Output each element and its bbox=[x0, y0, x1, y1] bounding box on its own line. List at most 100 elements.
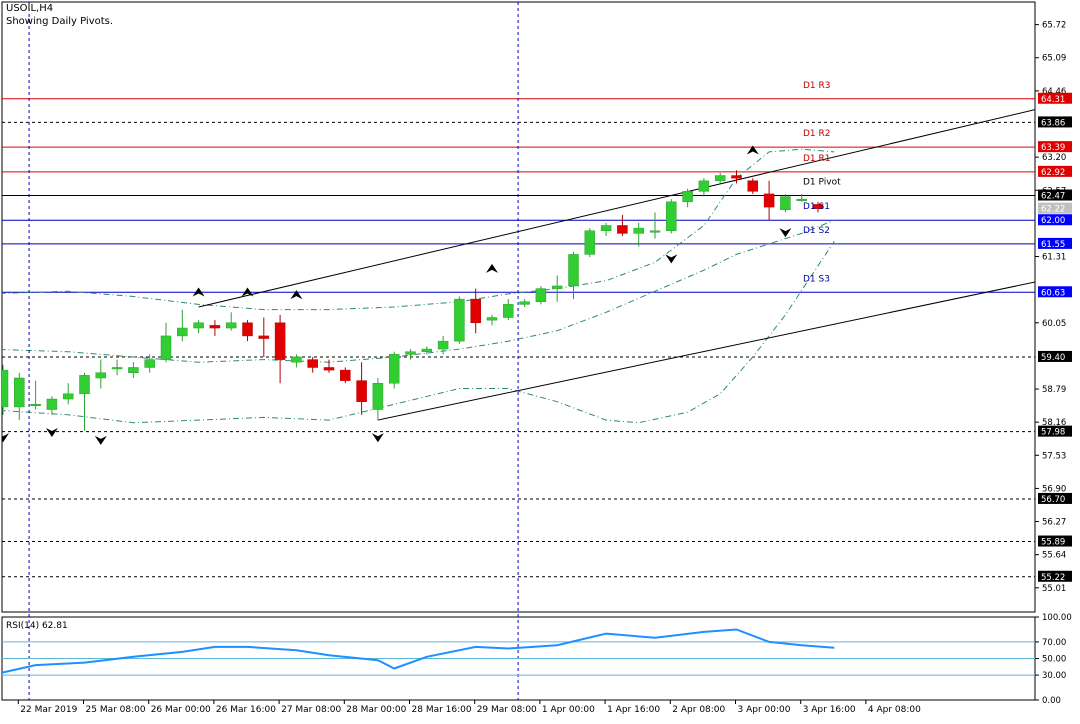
candle-body bbox=[405, 351, 416, 355]
pivot-level-tag-bg bbox=[1038, 237, 1072, 249]
candle-body bbox=[486, 317, 498, 321]
rsi-tick-label: 50.00 bbox=[1042, 655, 1066, 665]
dashed-level-tag-bg bbox=[1038, 535, 1072, 547]
fractal-up-arrow bbox=[486, 263, 498, 273]
price-tick-label: 61.31 bbox=[1042, 253, 1066, 263]
candle-body bbox=[372, 383, 384, 410]
pivot-level-tag: 60.63 bbox=[1041, 288, 1065, 298]
candle-body bbox=[503, 304, 514, 318]
fractal-up-arrow bbox=[746, 145, 759, 155]
candle-body bbox=[633, 227, 644, 234]
pivot-level-tag-bg bbox=[1038, 92, 1072, 104]
candle-body bbox=[747, 180, 759, 192]
price-tick-label: 55.01 bbox=[1042, 584, 1066, 594]
pivot-level-tag: 61.55 bbox=[1041, 240, 1065, 250]
candle-body bbox=[307, 359, 318, 368]
candle-body bbox=[14, 377, 25, 408]
dashed-level-tag: 59.40 bbox=[1041, 353, 1065, 363]
price-tick-label: 56.90 bbox=[1042, 484, 1066, 494]
pivot-level-tag: 62.00 bbox=[1041, 216, 1065, 226]
pivot-level-tag-bg bbox=[1038, 189, 1072, 201]
dashed-level-tag: 63.86 bbox=[1041, 118, 1065, 128]
fractal-up-arrow bbox=[241, 287, 254, 297]
candle-body bbox=[160, 335, 172, 360]
price-tick-label: 58.79 bbox=[1042, 385, 1066, 395]
pivot-level-label: D1 R3 bbox=[803, 81, 831, 91]
candle-body bbox=[698, 180, 710, 192]
time-tick-label: 1 Apr 16:00 bbox=[607, 705, 660, 715]
candle-body bbox=[780, 196, 791, 210]
candle-body bbox=[2, 369, 9, 408]
dashed-level-tag: 57.98 bbox=[1041, 428, 1065, 438]
fractal-down-arrow bbox=[779, 228, 792, 238]
pivot-level-tag: 62.92 bbox=[1041, 168, 1065, 178]
time-tick-label: 28 Mar 16:00 bbox=[412, 705, 472, 715]
pivot-level-label: D1 R1 bbox=[803, 154, 831, 164]
envelope-lower-line bbox=[2, 241, 835, 424]
candle-body bbox=[617, 225, 628, 234]
trend-line bbox=[198, 109, 1035, 308]
candle-body bbox=[291, 356, 302, 363]
price-tick-label: 65.72 bbox=[1042, 21, 1066, 31]
candle-body bbox=[79, 375, 90, 395]
candle-body bbox=[600, 225, 612, 231]
pivot-level-label: D1 S1 bbox=[803, 202, 830, 212]
price-tick-label: 60.05 bbox=[1042, 319, 1066, 329]
dashed-level-tag-bg bbox=[1038, 116, 1072, 128]
rsi-label: RSI(14) 62.81 bbox=[6, 621, 68, 631]
trend-line bbox=[377, 281, 1035, 421]
time-tick-label: 29 Mar 08:00 bbox=[477, 705, 537, 715]
candle-body bbox=[193, 322, 204, 329]
current-price-tag-bg bbox=[1038, 202, 1072, 214]
current-price-tag: 62.22 bbox=[1041, 205, 1065, 215]
indicator-subtitle: Showing Daily Pivots. bbox=[6, 16, 114, 27]
fractal-up-arrow bbox=[192, 287, 205, 297]
candle-body bbox=[62, 393, 74, 400]
pivot-level-tag-bg bbox=[1038, 214, 1072, 226]
candle-body bbox=[666, 201, 677, 232]
candle-body bbox=[242, 322, 253, 337]
rsi-tick-label: 0.00 bbox=[1042, 696, 1061, 706]
candle-body bbox=[437, 340, 449, 350]
price-tick-label: 64.46 bbox=[1042, 87, 1066, 97]
candle-body bbox=[323, 367, 335, 371]
candle-body bbox=[470, 298, 481, 324]
candle-body bbox=[111, 367, 123, 370]
time-tick-label: 26 Mar 16:00 bbox=[216, 705, 276, 715]
candle-body bbox=[356, 380, 367, 402]
fractal-down-arrow bbox=[2, 433, 9, 443]
pivot-level-tag-bg bbox=[1038, 286, 1072, 298]
candle-body bbox=[144, 359, 155, 368]
dashed-level-tag-bg bbox=[1038, 492, 1072, 504]
pivot-level-label: D1 R2 bbox=[803, 129, 831, 139]
dashed-level-tag: 55.89 bbox=[1041, 538, 1065, 548]
candle-body bbox=[568, 254, 579, 287]
envelope-middle-line bbox=[2, 219, 835, 363]
pivot-level-tag: 63.39 bbox=[1041, 143, 1065, 153]
candle-body bbox=[340, 369, 351, 381]
time-tick-label: 28 Mar 00:00 bbox=[346, 705, 406, 715]
pivot-level-label: D1 Pivot bbox=[803, 178, 841, 188]
time-tick-label: 3 Apr 00:00 bbox=[738, 705, 791, 715]
pivot-level-tag-bg bbox=[1038, 141, 1072, 153]
rsi-line bbox=[1, 628, 835, 674]
price-tick-label: 56.27 bbox=[1042, 518, 1066, 528]
time-tick-label: 2 Apr 08:00 bbox=[672, 705, 725, 715]
fractal-down-arrow bbox=[45, 427, 58, 437]
pivot-level-label: D1 S3 bbox=[803, 274, 830, 284]
candle-body bbox=[649, 230, 661, 233]
candle-body bbox=[421, 348, 433, 352]
dashed-level-tag: 55.22 bbox=[1041, 573, 1065, 583]
candle-body bbox=[812, 204, 824, 209]
candle-body bbox=[30, 404, 41, 407]
candle-body bbox=[796, 198, 807, 201]
fractal-down-arrow bbox=[371, 433, 384, 443]
candle-body bbox=[763, 193, 775, 208]
candle-body bbox=[535, 288, 547, 302]
candle-body bbox=[258, 335, 270, 339]
candle-body bbox=[731, 175, 742, 179]
candle-body bbox=[388, 354, 400, 384]
fractal-down-arrow bbox=[665, 254, 678, 264]
rsi-tick-label: 30.00 bbox=[1042, 671, 1066, 681]
